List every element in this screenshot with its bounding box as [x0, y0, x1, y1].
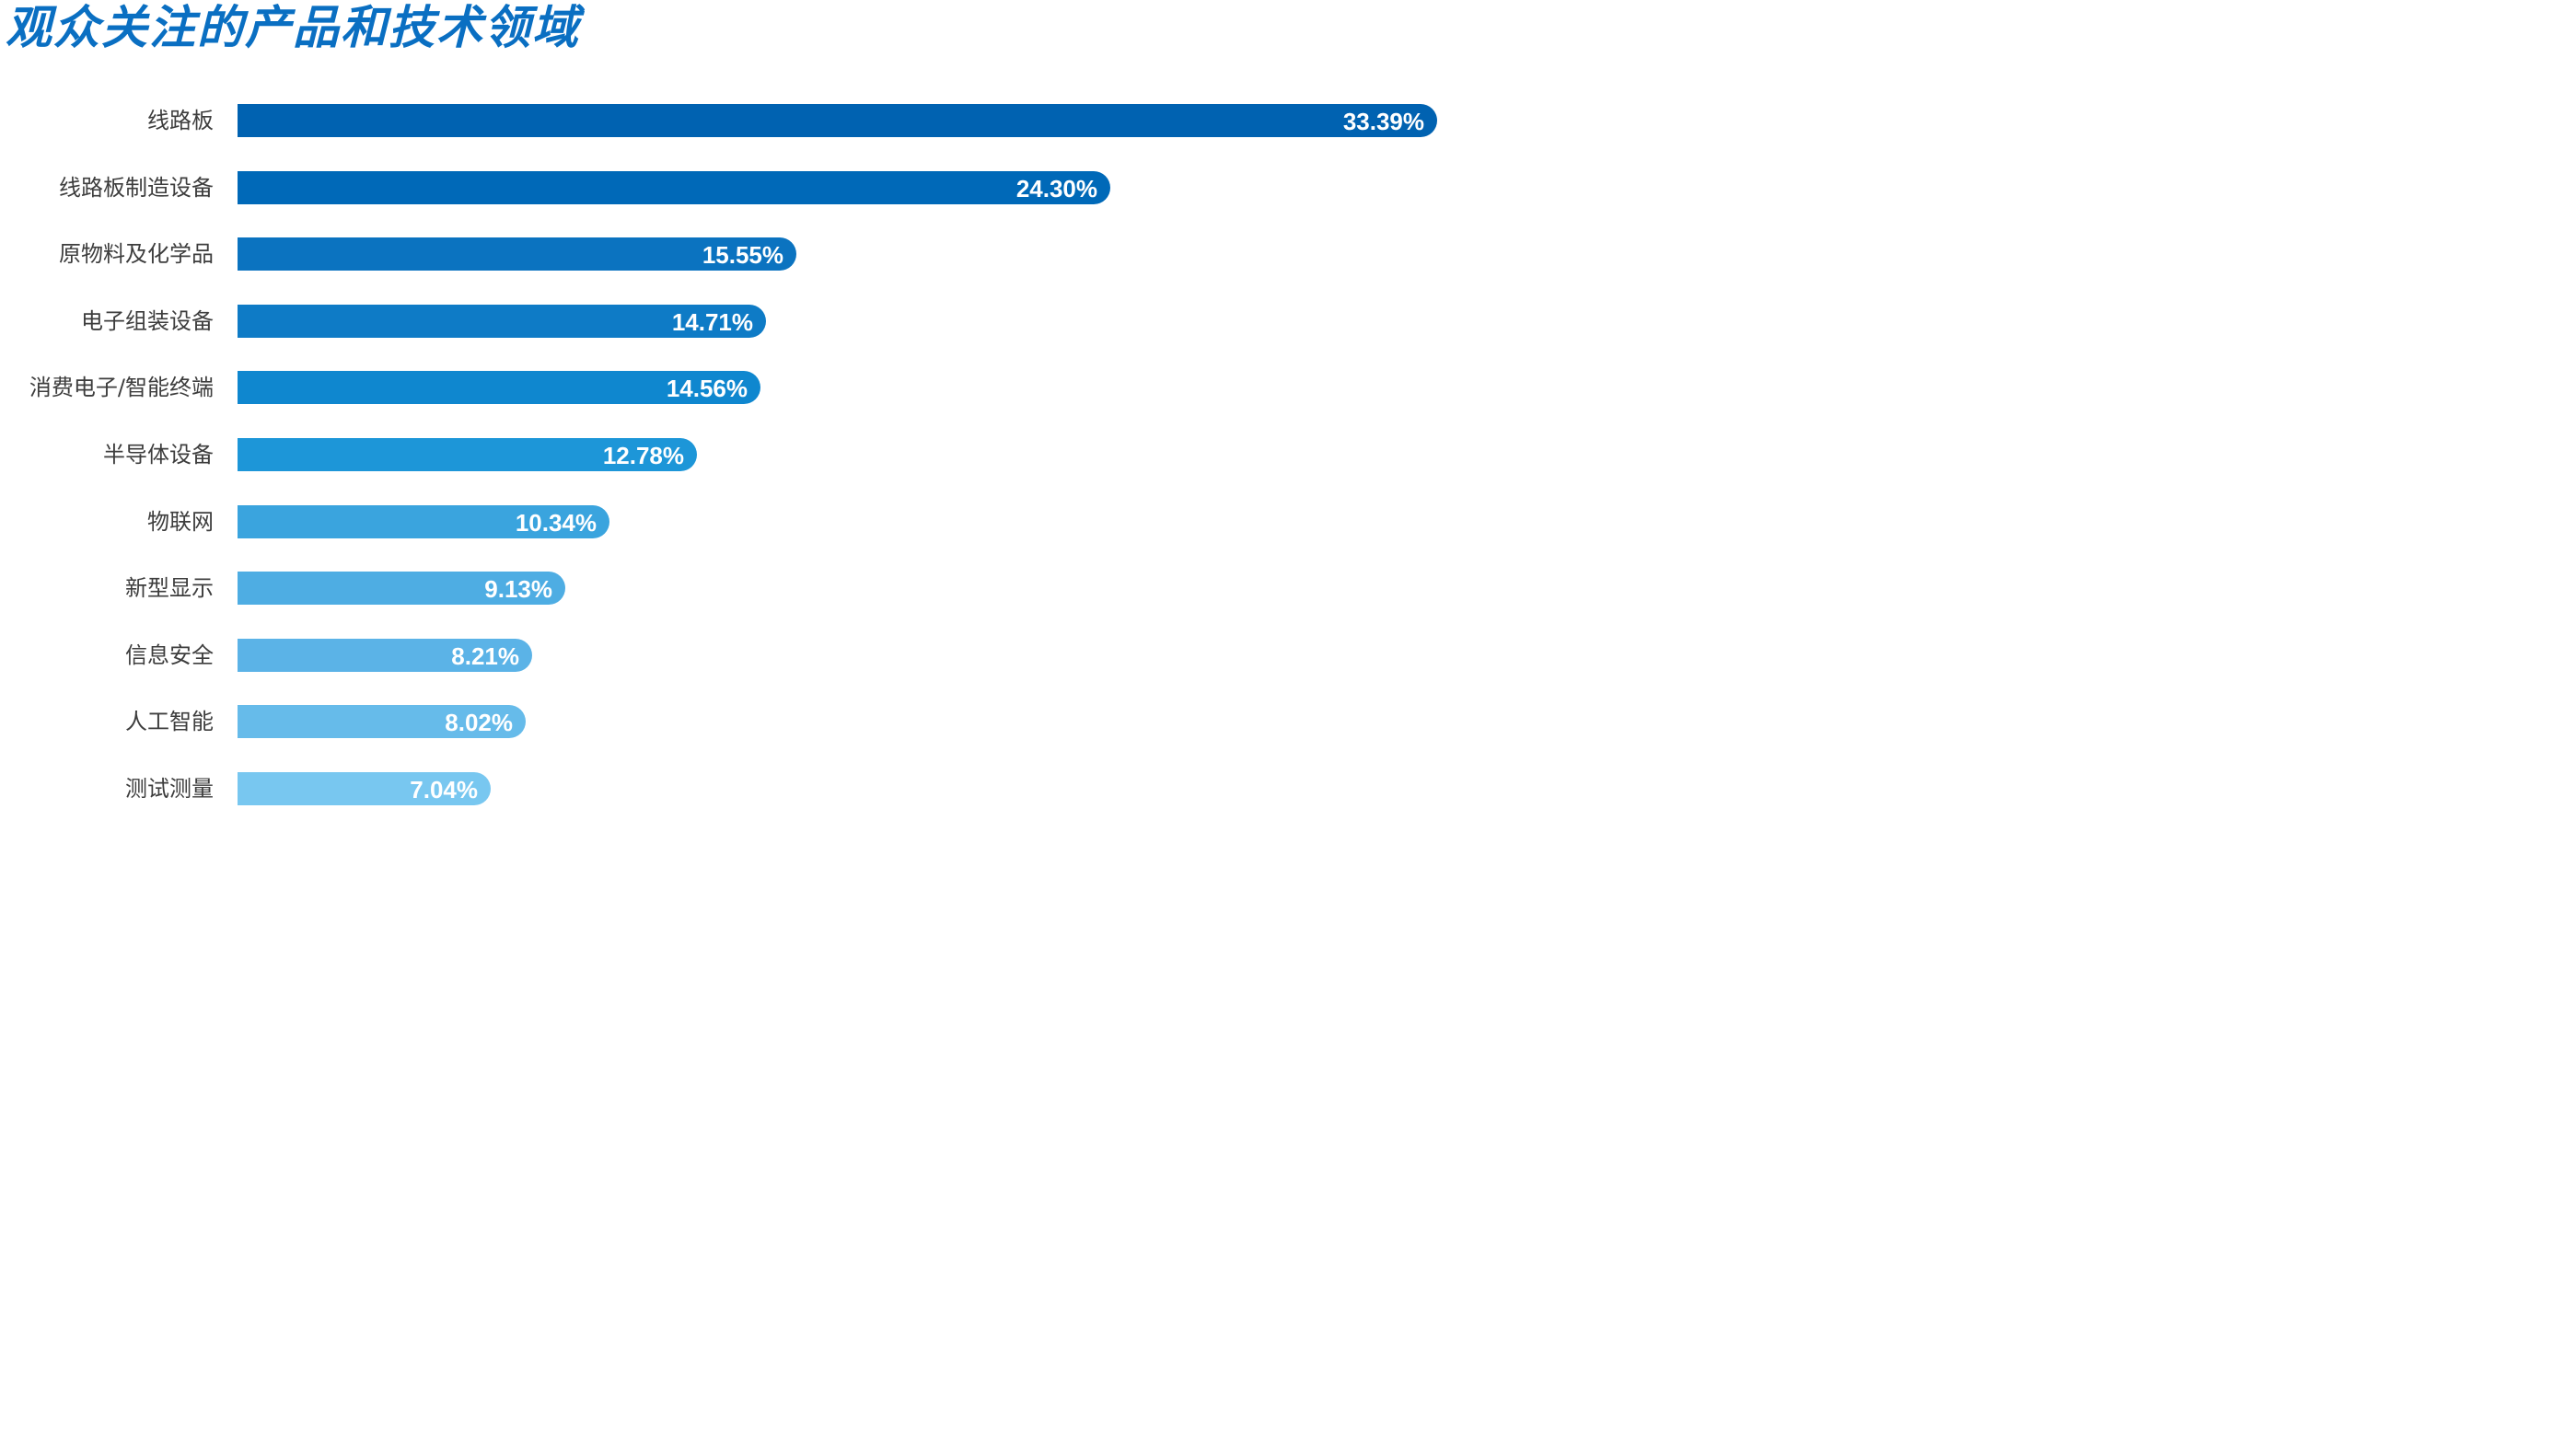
category-label: 线路板制造设备 [59, 175, 214, 201]
bar: 8.21% [238, 639, 532, 672]
bar-value-label: 14.71% [671, 308, 753, 336]
category-label: 线路板 [147, 108, 214, 133]
bar: 24.30% [238, 171, 1110, 204]
bar-row: 原物料及化学品 15.55% [0, 237, 1444, 271]
category-label: 测试测量 [125, 776, 214, 802]
bar-chart: 线路板 33.39% 线路板制造设备 24.30% 原物料及化学品 15.55% 电子组装设… [0, 0, 1444, 815]
category-label: 消费电子/智能终端 [29, 375, 214, 400]
category-label: 半导体设备 [103, 442, 214, 468]
bar-value-label: 33.39% [1342, 108, 1424, 135]
bar: 14.71% [238, 305, 766, 338]
bar-row: 新型显示 9.13% [0, 572, 1444, 605]
category-label: 信息安全 [125, 642, 214, 668]
chart-title: 观众关注的产品和技术领域 [6, 1, 580, 54]
bar-value-label: 15.55% [702, 241, 783, 269]
bar-row: 线路板制造设备 24.30% [0, 171, 1444, 204]
category-label: 物联网 [147, 509, 214, 535]
bar-row: 信息安全 8.21% [0, 639, 1444, 672]
bar: 7.04% [238, 772, 491, 805]
bar-row: 电子组装设备 14.71% [0, 305, 1444, 338]
bar-value-label: 7.04% [410, 776, 478, 803]
category-label: 原物料及化学品 [59, 241, 214, 267]
bar: 14.56% [238, 371, 760, 404]
category-label: 人工智能 [125, 709, 214, 734]
bar-row: 人工智能 8.02% [0, 705, 1444, 738]
bar-row: 物联网 10.34% [0, 505, 1444, 538]
bar: 8.02% [238, 705, 526, 738]
bar-row: 线路板 33.39% [0, 104, 1444, 137]
bar-value-label: 8.21% [451, 642, 519, 670]
bar-row: 半导体设备 12.78% [0, 438, 1444, 471]
bar: 12.78% [238, 438, 697, 471]
bar-value-label: 9.13% [484, 575, 552, 603]
bar-value-label: 8.02% [445, 709, 513, 736]
bar-value-label: 24.30% [1015, 175, 1097, 202]
bar-row: 测试测量 7.04% [0, 772, 1444, 805]
bar-value-label: 12.78% [602, 442, 684, 469]
bar: 9.13% [238, 572, 565, 605]
bar-row: 消费电子/智能终端 14.56% [0, 371, 1444, 404]
bar: 33.39% [238, 104, 1437, 137]
category-label: 新型显示 [125, 575, 214, 601]
bar: 10.34% [238, 505, 609, 538]
category-label: 电子组装设备 [81, 308, 214, 334]
bar-value-label: 10.34% [515, 509, 597, 537]
bar-value-label: 14.56% [666, 375, 748, 402]
bar: 15.55% [238, 237, 796, 271]
